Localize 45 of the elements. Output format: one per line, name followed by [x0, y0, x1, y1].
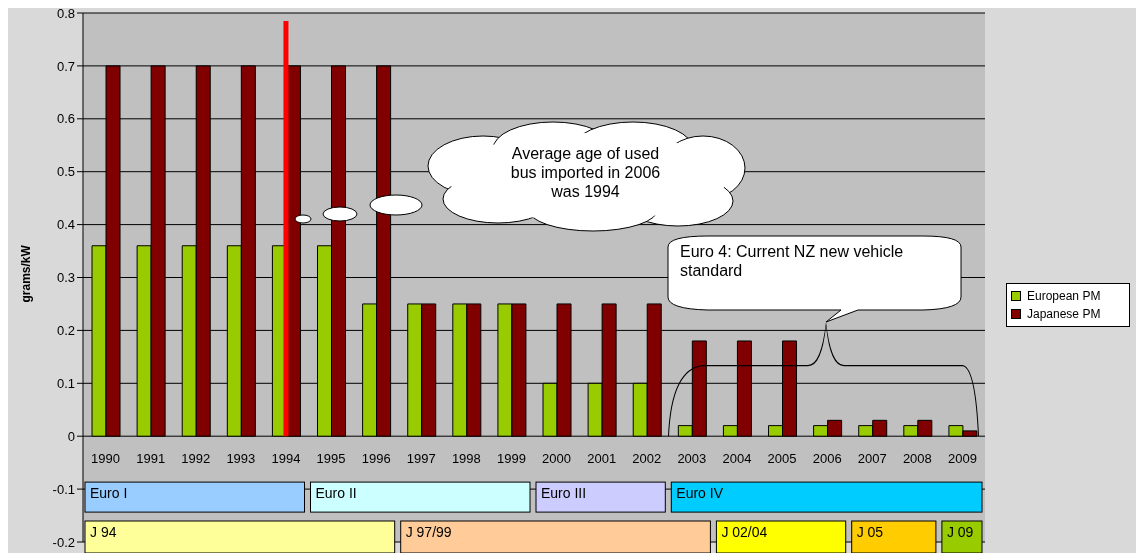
x-tick-label: 1993	[226, 450, 256, 466]
annotation: Euro III	[541, 485, 587, 502]
y-tick-label: 0.5	[56, 164, 75, 180]
y-tick-label: 0.1	[56, 375, 75, 391]
y-tick-label: 0.3	[56, 270, 75, 286]
legend-label: European PM	[1027, 288, 1101, 305]
y-tick-label: 0.2	[56, 323, 75, 339]
annotation: J 94	[90, 524, 117, 540]
x-tick-label: 2002	[632, 450, 662, 466]
x-tick-label: 1995	[316, 450, 346, 466]
annotation: J 09	[946, 524, 974, 540]
x-tick-label: 1996	[361, 450, 391, 466]
annotation: Average age of used bus imported in 2006 was 1994	[509, 144, 662, 201]
annotation: Euro IV	[676, 485, 724, 502]
y-tick-label: 0.7	[56, 58, 75, 74]
x-tick-label: 2008	[902, 450, 932, 466]
x-tick-label: 1998	[451, 450, 481, 466]
annotation: J 97/99	[405, 524, 452, 540]
x-tick-label: 2003	[677, 450, 707, 466]
x-tick-label: 1997	[406, 450, 436, 466]
x-tick-label: 2007	[857, 450, 887, 466]
annotation: Euro II	[315, 485, 357, 502]
legend-label: Japanese PM	[1027, 306, 1101, 323]
y-tick-label: 0.8	[56, 5, 75, 21]
x-tick-label: 1990	[91, 450, 121, 466]
y-tick-label: -0.2	[52, 534, 75, 550]
annotation: J 02/04	[721, 524, 768, 540]
x-tick-label: 2006	[812, 450, 842, 466]
x-tick-label: 1994	[271, 450, 301, 466]
x-tick-label: 1991	[136, 450, 166, 466]
x-tick-label: 1999	[496, 450, 526, 466]
x-tick-label: 2001	[587, 450, 617, 466]
y-axis-title: grams/kW	[19, 244, 34, 303]
y-tick-label: 0.6	[56, 111, 75, 127]
x-tick-label: 2004	[722, 450, 752, 466]
y-tick-label: -0.1	[52, 481, 75, 497]
x-tick-label: 2005	[767, 450, 797, 466]
y-tick-label: 0.4	[56, 217, 75, 233]
annotation: J 05	[856, 524, 884, 540]
annotation: Euro 4: Current NZ new vehicle standard	[680, 242, 905, 280]
x-tick-label: 1992	[181, 450, 211, 466]
x-tick-label: 2000	[542, 450, 572, 466]
y-tick-label: 0	[67, 428, 75, 444]
annotation: Euro I	[90, 485, 128, 502]
x-tick-label: 2009	[947, 450, 977, 466]
